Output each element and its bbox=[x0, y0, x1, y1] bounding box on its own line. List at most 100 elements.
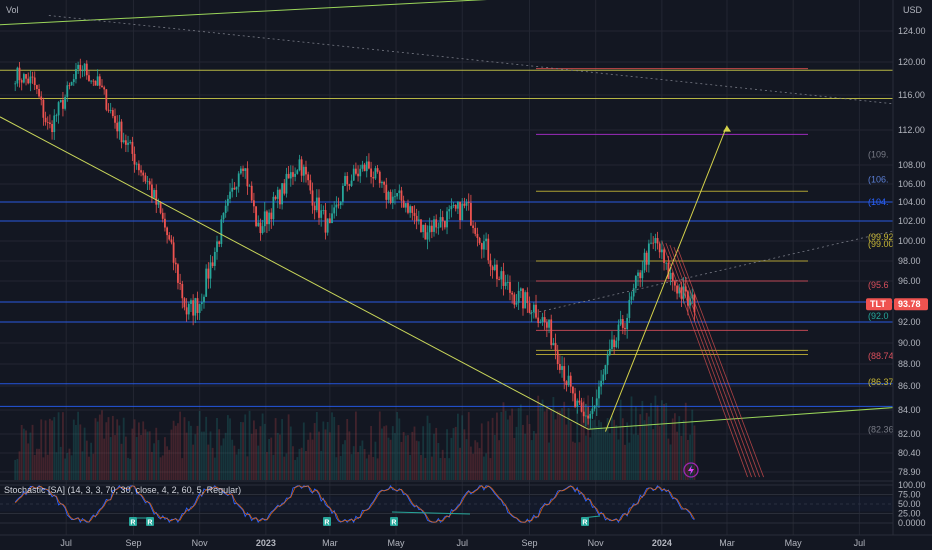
volume-bar bbox=[244, 414, 247, 480]
volume-bar bbox=[166, 446, 168, 480]
candle-body bbox=[66, 85, 69, 97]
stoch-r-label: R bbox=[582, 520, 587, 527]
volume-bar bbox=[669, 444, 672, 480]
volume-bar bbox=[261, 413, 264, 480]
price-tick-label: 116.00 bbox=[898, 90, 925, 100]
volume-bar bbox=[691, 409, 694, 480]
volume-bar bbox=[233, 445, 236, 480]
candle-body bbox=[211, 262, 214, 266]
candle-body bbox=[376, 168, 379, 172]
candle-body bbox=[107, 109, 110, 111]
volume-bar bbox=[200, 431, 203, 480]
candle-body bbox=[448, 209, 451, 212]
volume-bar bbox=[211, 447, 214, 480]
volume-bar bbox=[396, 411, 399, 480]
volume-bar bbox=[218, 429, 221, 480]
volume-bar bbox=[70, 455, 73, 480]
volume-bar bbox=[183, 417, 186, 480]
volume-bar bbox=[263, 423, 266, 480]
price-tick-label: 78.90 bbox=[898, 467, 921, 477]
time-tick-label: Nov bbox=[192, 538, 209, 548]
candle-body bbox=[424, 224, 427, 240]
volume-bar bbox=[27, 443, 30, 480]
volume-bar bbox=[53, 417, 56, 480]
volume-bar bbox=[378, 411, 381, 480]
stoch-r-label: R bbox=[391, 520, 396, 527]
price-tick-label: 112.00 bbox=[898, 125, 925, 135]
candle-body bbox=[129, 141, 132, 143]
volume-bar bbox=[493, 434, 496, 480]
volume-bar bbox=[155, 427, 158, 480]
candle-body bbox=[576, 400, 579, 407]
candle-body bbox=[402, 200, 405, 208]
candle-body bbox=[409, 206, 412, 213]
volume-bar bbox=[500, 411, 503, 480]
volume-bar bbox=[624, 444, 626, 480]
arrow-head bbox=[722, 125, 731, 132]
time-axis[interactable]: Jul Sep Nov 2023 Mar May Jul Sep Nov 2024 Mar May Ju… bbox=[60, 538, 865, 548]
candle-body bbox=[658, 243, 661, 253]
candle-body bbox=[580, 402, 583, 412]
level-label: (86.37 bbox=[868, 377, 894, 387]
alert-lightning-icon[interactable] bbox=[683, 462, 699, 478]
candle-body bbox=[504, 282, 507, 286]
volume-bar bbox=[274, 418, 277, 480]
volume-bar bbox=[483, 456, 485, 480]
candle-body bbox=[168, 235, 171, 240]
candle-body bbox=[391, 196, 394, 203]
volume-bar bbox=[196, 425, 199, 480]
trendline bbox=[0, 0, 488, 26]
candle-body bbox=[537, 317, 540, 323]
candle-body bbox=[44, 117, 47, 123]
candle-body bbox=[411, 206, 414, 213]
volume-bar bbox=[509, 415, 511, 480]
volume-bar bbox=[400, 441, 403, 480]
candle-body bbox=[422, 224, 425, 233]
candle-body bbox=[394, 196, 396, 198]
stoch-r-marker bbox=[146, 517, 154, 526]
candle-body bbox=[489, 260, 492, 267]
candle-body bbox=[166, 227, 168, 236]
candle-body bbox=[174, 262, 177, 265]
candle-body bbox=[650, 242, 652, 244]
candle-body bbox=[417, 219, 420, 221]
volume-bar bbox=[548, 442, 550, 480]
candle-body bbox=[300, 159, 303, 176]
candle-body bbox=[639, 272, 642, 279]
candle-body bbox=[285, 173, 288, 194]
price-axis[interactable]: 124.00 120.00 116.00 112.00 108.00 106.00 104.… bbox=[898, 26, 926, 477]
candle-body bbox=[242, 168, 244, 171]
candle-body bbox=[98, 76, 101, 86]
time-tick-label: Mar bbox=[322, 538, 338, 548]
volume-bar bbox=[109, 437, 112, 480]
candle-body bbox=[255, 206, 257, 227]
volume-bar bbox=[535, 433, 537, 480]
volume-bar bbox=[170, 429, 173, 480]
candle-body bbox=[606, 354, 609, 366]
price-tick-label: 92.00 bbox=[898, 317, 921, 327]
candle-body bbox=[81, 70, 84, 72]
candle-body bbox=[517, 290, 520, 303]
candle-body bbox=[433, 219, 435, 232]
volume-bar bbox=[682, 420, 685, 480]
candle-body bbox=[185, 307, 188, 315]
candle-body bbox=[229, 191, 231, 199]
candle-body bbox=[452, 205, 455, 207]
volume-bar bbox=[426, 415, 429, 480]
candle-body bbox=[257, 222, 260, 227]
volume-bar bbox=[632, 434, 635, 480]
candle-body bbox=[137, 163, 140, 171]
candle-body bbox=[57, 102, 60, 116]
stoch-tick-label: 100.00 bbox=[898, 480, 926, 490]
candle-body bbox=[29, 76, 32, 84]
volume-bar bbox=[420, 455, 422, 480]
volume-bar bbox=[83, 427, 86, 480]
candle-body bbox=[131, 141, 134, 154]
level-label: (104. bbox=[868, 197, 889, 207]
candle-body bbox=[179, 282, 182, 284]
volume-bar bbox=[98, 414, 101, 480]
candle-body bbox=[331, 213, 333, 224]
candle-body bbox=[55, 115, 58, 117]
volume-bar bbox=[580, 400, 583, 480]
